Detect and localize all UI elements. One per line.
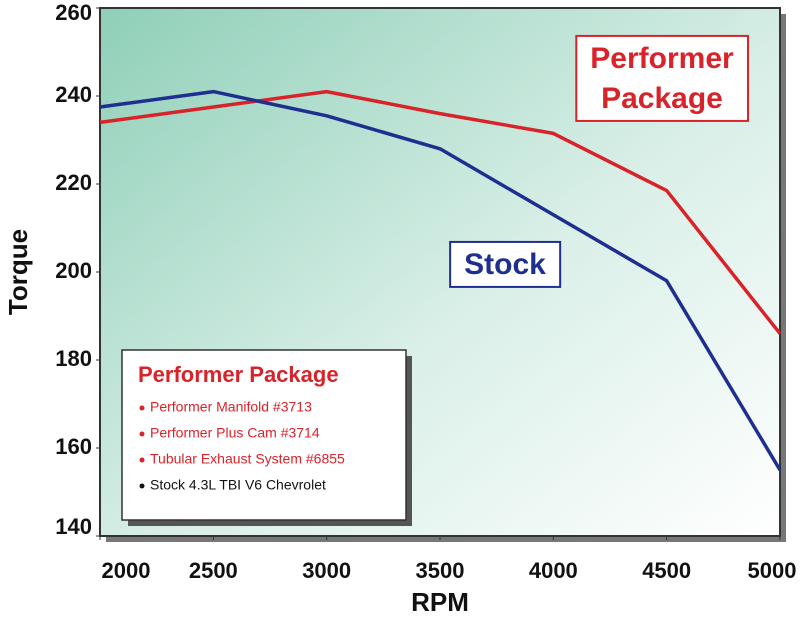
y-tick-label: 180 [55,346,92,371]
x-tick-label: 2500 [189,558,238,583]
legend-bullet [139,483,145,489]
y-tick-label: 160 [55,434,92,459]
legend-bullet [139,457,145,463]
legend-item: Stock 4.3L TBI V6 Chevrolet [150,477,326,493]
x-axis-title: RPM [411,587,469,617]
y-tick-label: 220 [55,170,92,195]
legend-item: Performer Plus Cam #3714 [150,425,320,441]
x-tick-label: 3000 [302,558,351,583]
x-tick-label: 4000 [529,558,578,583]
series-label: Stock [464,248,546,281]
series-label: Performer Package [590,42,734,115]
y-axis-title: Torque [3,229,33,315]
x-tick-label: 2000 [102,558,151,583]
y-tick-label: 240 [55,82,92,107]
legend-item: Tubular Exhaust System #6855 [150,451,345,467]
legend-title: Performer Package [138,362,339,387]
y-tick-label: 200 [55,258,92,283]
x-tick-label: 5000 [748,558,797,583]
legend-item: Performer Manifold #3713 [150,399,312,415]
y-tick-label: 260 [55,0,92,25]
series-line [99,89,782,335]
series-label-box [449,240,562,288]
legend-box [121,349,407,521]
series-line [99,89,782,471]
legend-bullet [139,431,145,437]
x-tick-label: 3500 [416,558,465,583]
series-label-box [575,34,750,122]
legend-bullet [139,405,145,411]
x-tick-label: 4500 [642,558,691,583]
y-tick-label: 140 [55,514,92,539]
